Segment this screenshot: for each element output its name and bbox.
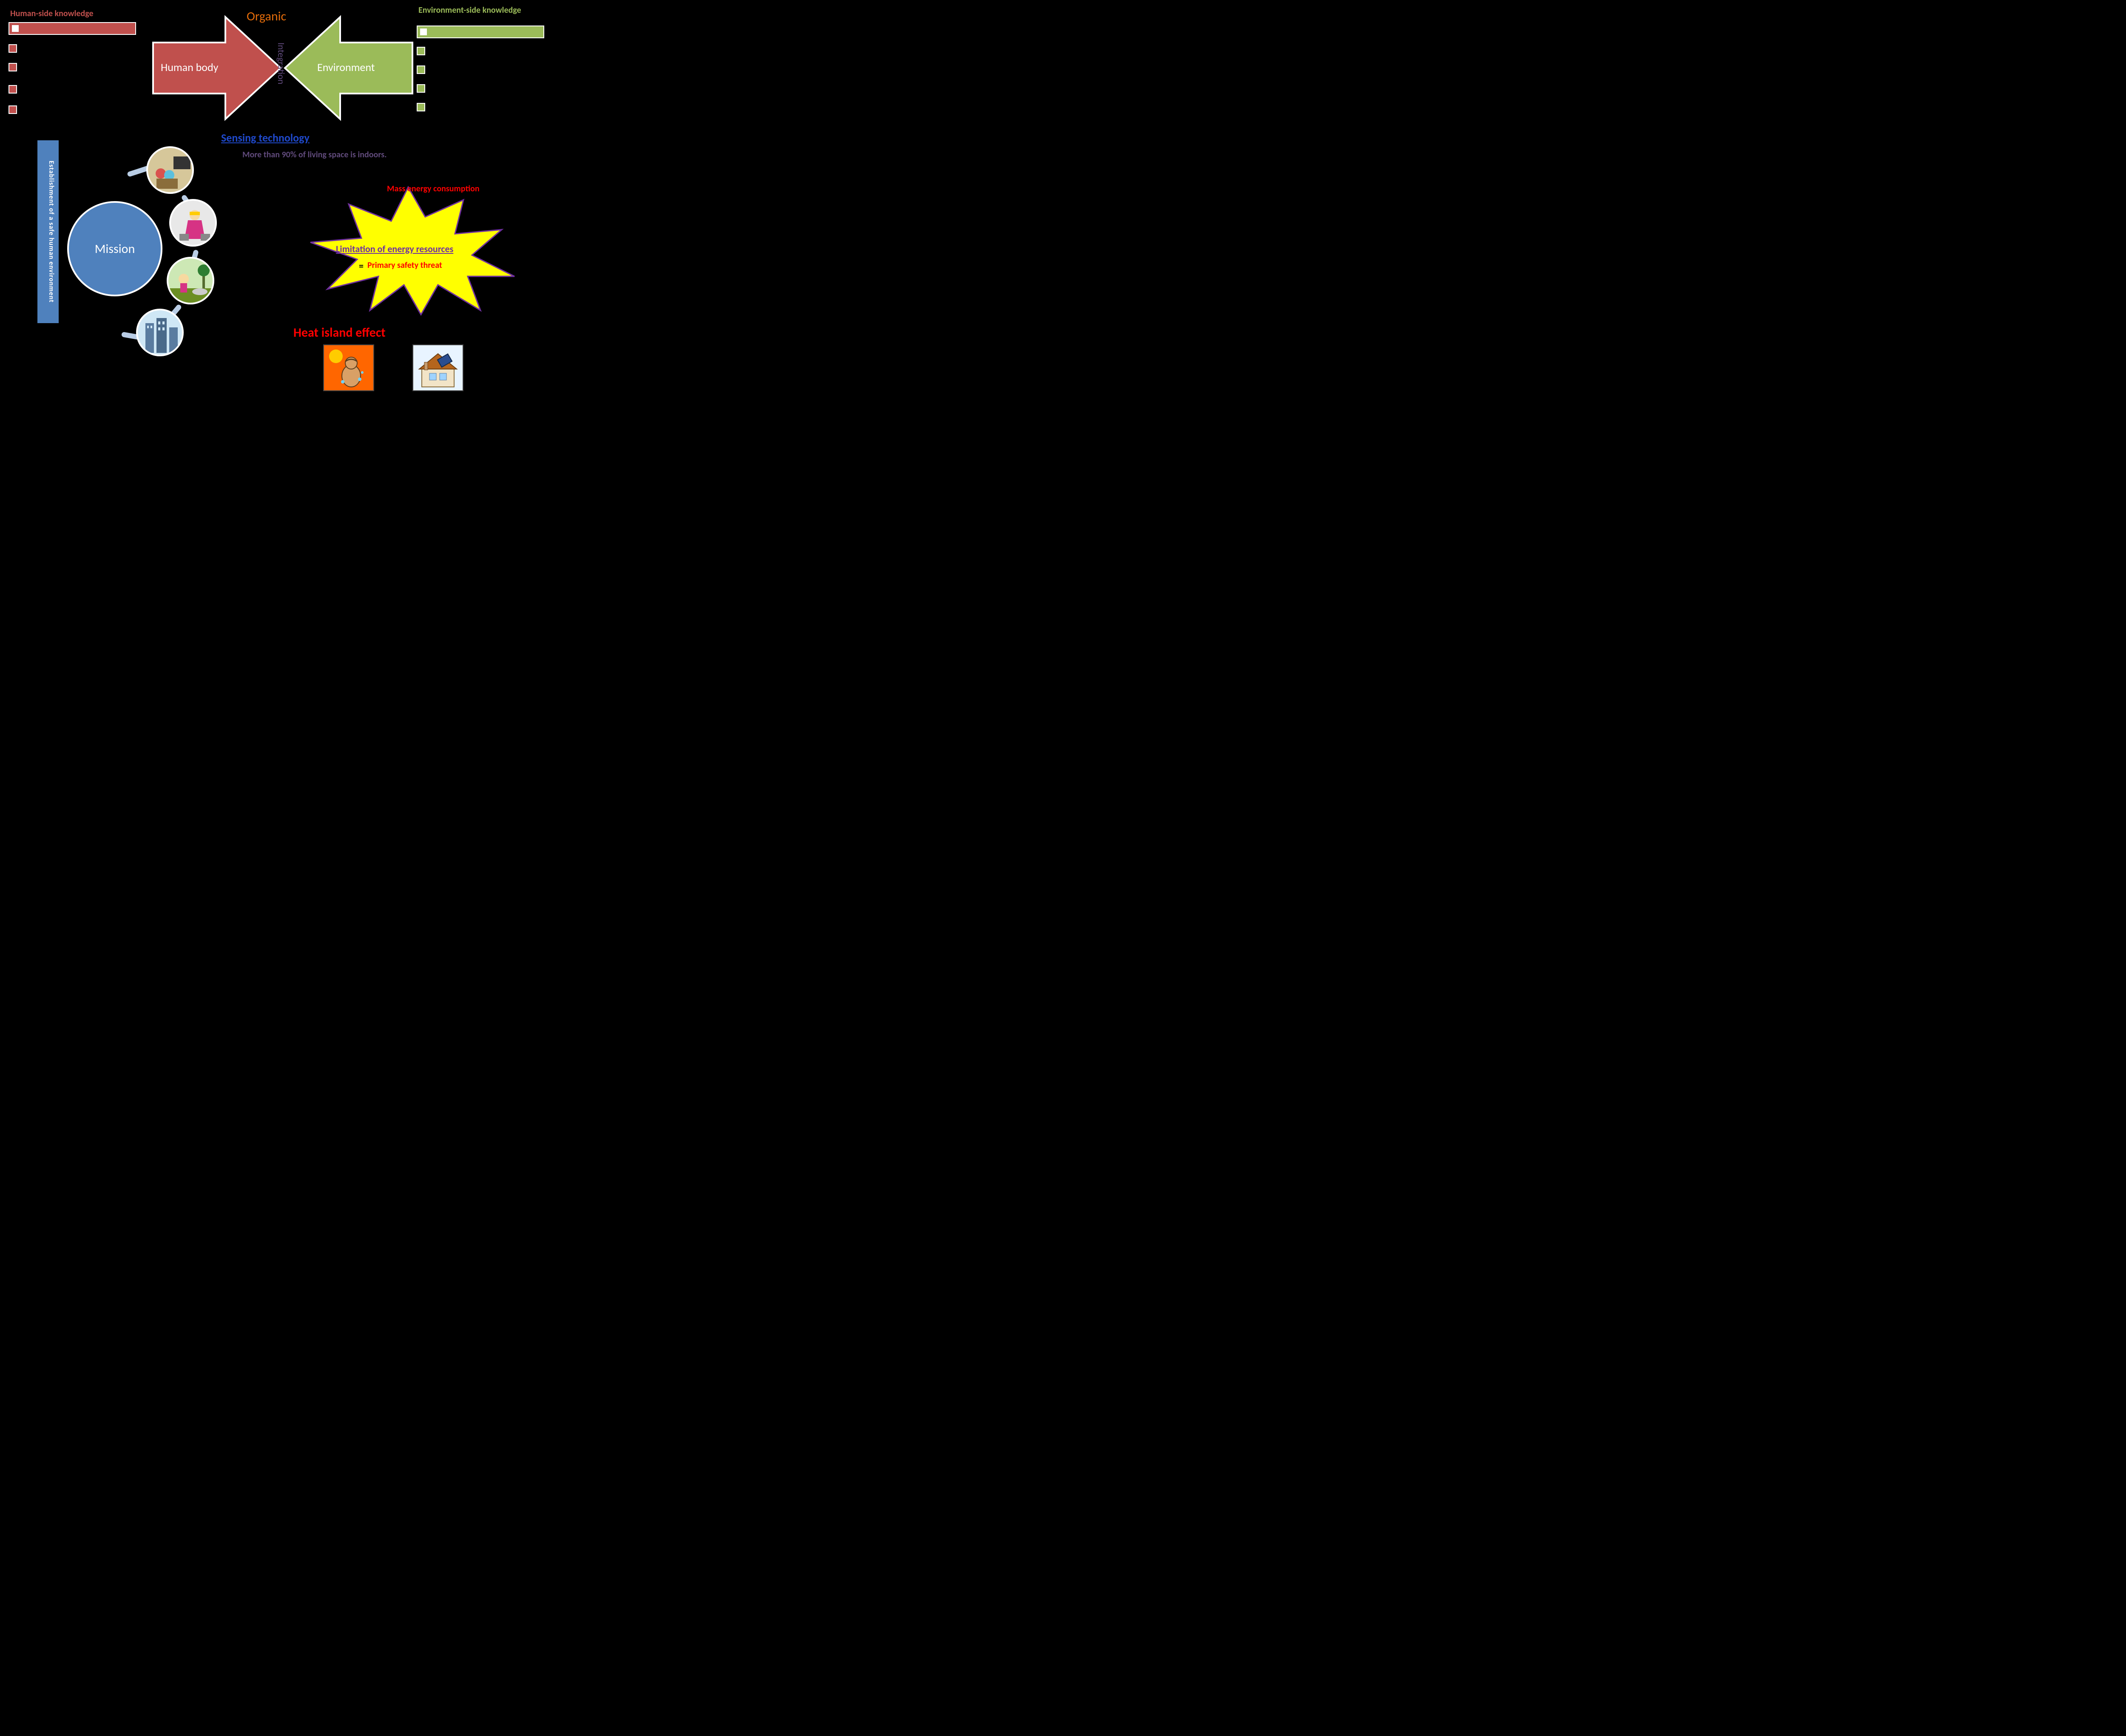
heat-island-label: Heat island effect [293,325,386,341]
environment-label: Environment [317,60,375,74]
mission-orbit-1 [169,199,217,247]
human-body-label: Human body [161,60,218,74]
primary-threat-label: Primary safety threat [367,260,442,270]
mission-circle: Mission [67,201,162,296]
human-knowledge-bullet [9,44,17,53]
mission-label: Mission [95,241,135,257]
human-knowledge-bullet [9,63,17,71]
indoor-stat-label: More than 90% of living space is indoors… [242,150,387,160]
organic-label: Organic [247,9,286,24]
human-knowledge-bar [9,22,136,35]
env-knowledge-bullet [417,84,425,93]
human-knowledge-bullet [9,105,17,114]
heat-island-image-house [412,344,463,391]
mission-orbit-2 [167,257,214,304]
sensing-technology-label: Sensing technology [221,131,310,145]
env-knowledge-bullet [417,65,425,74]
equals-sign: = [359,260,364,272]
integration-label: Integration [276,43,287,84]
env-knowledge-bullet [417,47,425,55]
energy-limitation-label: Limitation of energy resources [336,243,453,255]
mission-orbit-0 [146,146,194,194]
env-knowledge-bar [417,26,544,38]
env-knowledge-title: Environment-side knowledge [418,5,521,15]
mission-orbit-3 [136,309,184,356]
human-knowledge-bullet [9,85,17,94]
human-knowledge-title: Human-side knowledge [10,9,94,19]
mission-banner: Establishment of a safe human environmen… [37,140,59,323]
mass-energy-label: Mass energy consumption [387,184,480,194]
env-knowledge-bullet [417,103,425,111]
heat-island-image-person [323,344,374,391]
